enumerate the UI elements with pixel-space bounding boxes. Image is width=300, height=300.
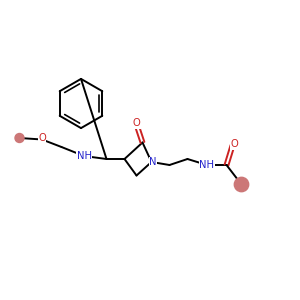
- Text: O: O: [230, 139, 238, 149]
- Circle shape: [15, 134, 24, 142]
- Text: O: O: [133, 118, 140, 128]
- Circle shape: [234, 177, 249, 192]
- Text: N: N: [149, 157, 157, 167]
- Text: NH: NH: [200, 160, 214, 170]
- Text: O: O: [38, 133, 46, 143]
- Text: NH: NH: [76, 151, 92, 161]
